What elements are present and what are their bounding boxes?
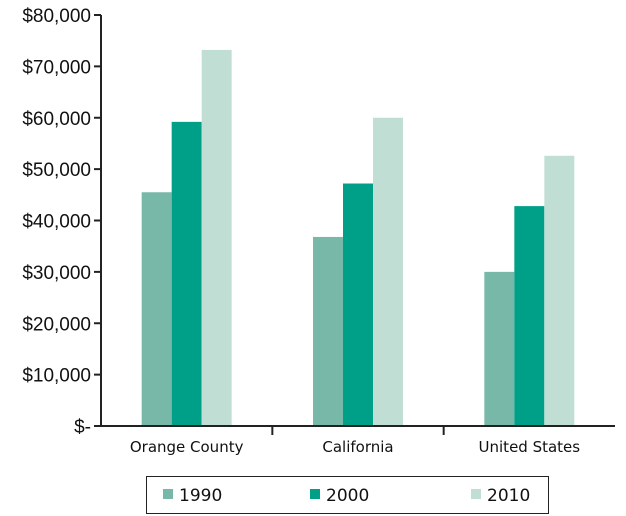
legend-swatch <box>310 489 320 499</box>
legend-label: 2010 <box>487 486 530 506</box>
bar-1990-orange-county <box>141 192 172 426</box>
y-tick-label: $80,000 <box>22 6 91 27</box>
x-axis: Orange County California United States <box>101 425 615 456</box>
bar-1990-california <box>313 236 343 426</box>
x-category-label: United States <box>479 438 581 456</box>
y-tick-label: $30,000 <box>22 263 91 284</box>
bar-2000-california <box>343 183 373 426</box>
legend-label: 1990 <box>179 486 222 506</box>
y-tick-label: $50,000 <box>22 160 91 181</box>
bars <box>141 49 575 427</box>
x-category-label: California <box>322 438 393 456</box>
y-tick-label: $- <box>74 417 91 438</box>
legend-swatch <box>163 489 173 499</box>
bar-2010-united-states <box>544 155 575 426</box>
y-tick-label: $20,000 <box>22 314 91 335</box>
y-tick-label: $70,000 <box>22 57 91 78</box>
bar-2000-united-states <box>514 206 545 426</box>
legend-swatch <box>471 489 481 499</box>
legend-box <box>146 476 549 514</box>
legend-label: 2000 <box>326 486 369 506</box>
y-tick-label: $60,000 <box>22 109 91 130</box>
bar-2010-orange-county <box>201 49 232 427</box>
y-axis: $- $10,000 $20,000 $30,000 $40,000 $50,000 $60… <box>22 6 102 438</box>
x-category-label: Orange County <box>130 438 244 456</box>
y-tick-label: $10,000 <box>22 366 91 387</box>
y-tick-label: $40,000 <box>22 212 91 233</box>
legend: 1990 2000 2010 <box>146 476 549 514</box>
bar-1990-united-states <box>484 271 515 426</box>
bar-2010-california <box>373 117 403 426</box>
bar-2000-orange-county <box>171 121 202 427</box>
